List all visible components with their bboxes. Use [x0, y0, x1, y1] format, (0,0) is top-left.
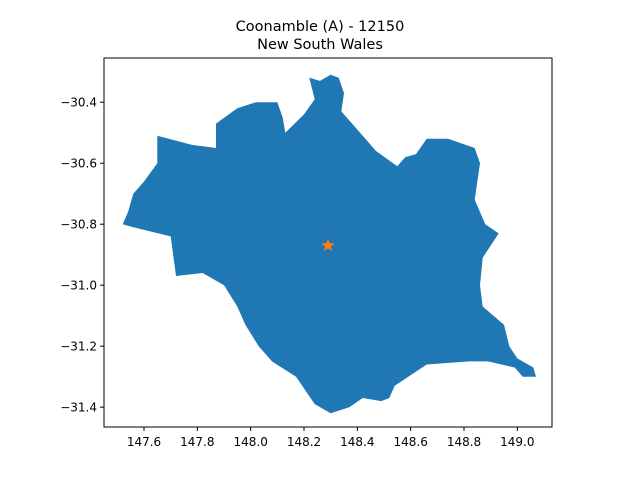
y-tick-label: −31.0: [60, 279, 97, 293]
chart-title-line2: New South Wales: [257, 37, 383, 53]
y-tick-label: −31.2: [60, 340, 97, 354]
x-tick-label: 149.0: [500, 435, 534, 449]
chart-title-line1: Coonamble (A) - 12150: [236, 19, 405, 35]
x-tick-label: 148.4: [340, 435, 374, 449]
y-tick-label: −30.6: [60, 157, 97, 171]
x-tick-label: 147.6: [127, 435, 161, 449]
centroid-star-marker: [321, 238, 335, 252]
x-tick-label: 148.6: [393, 435, 427, 449]
x-tick-label: 148.2: [287, 435, 321, 449]
y-tick-label: −31.4: [60, 401, 97, 415]
y-tick-label: −30.8: [60, 218, 97, 232]
y-axis: −30.4 −30.6 −30.8 −31.0 −31.2 −31.4: [60, 96, 104, 415]
x-axis: 147.6 147.8 148.0 148.2 148.4 148.6 148.8 149.0: [127, 427, 535, 449]
axes-frame: [103, 57, 553, 428]
y-tick-label: −30.4: [60, 96, 97, 110]
x-tick-label: 148.8: [447, 435, 481, 449]
x-tick-label: 148.0: [233, 435, 267, 449]
x-tick-label: 147.8: [180, 435, 214, 449]
plot-area: [122, 74, 536, 414]
